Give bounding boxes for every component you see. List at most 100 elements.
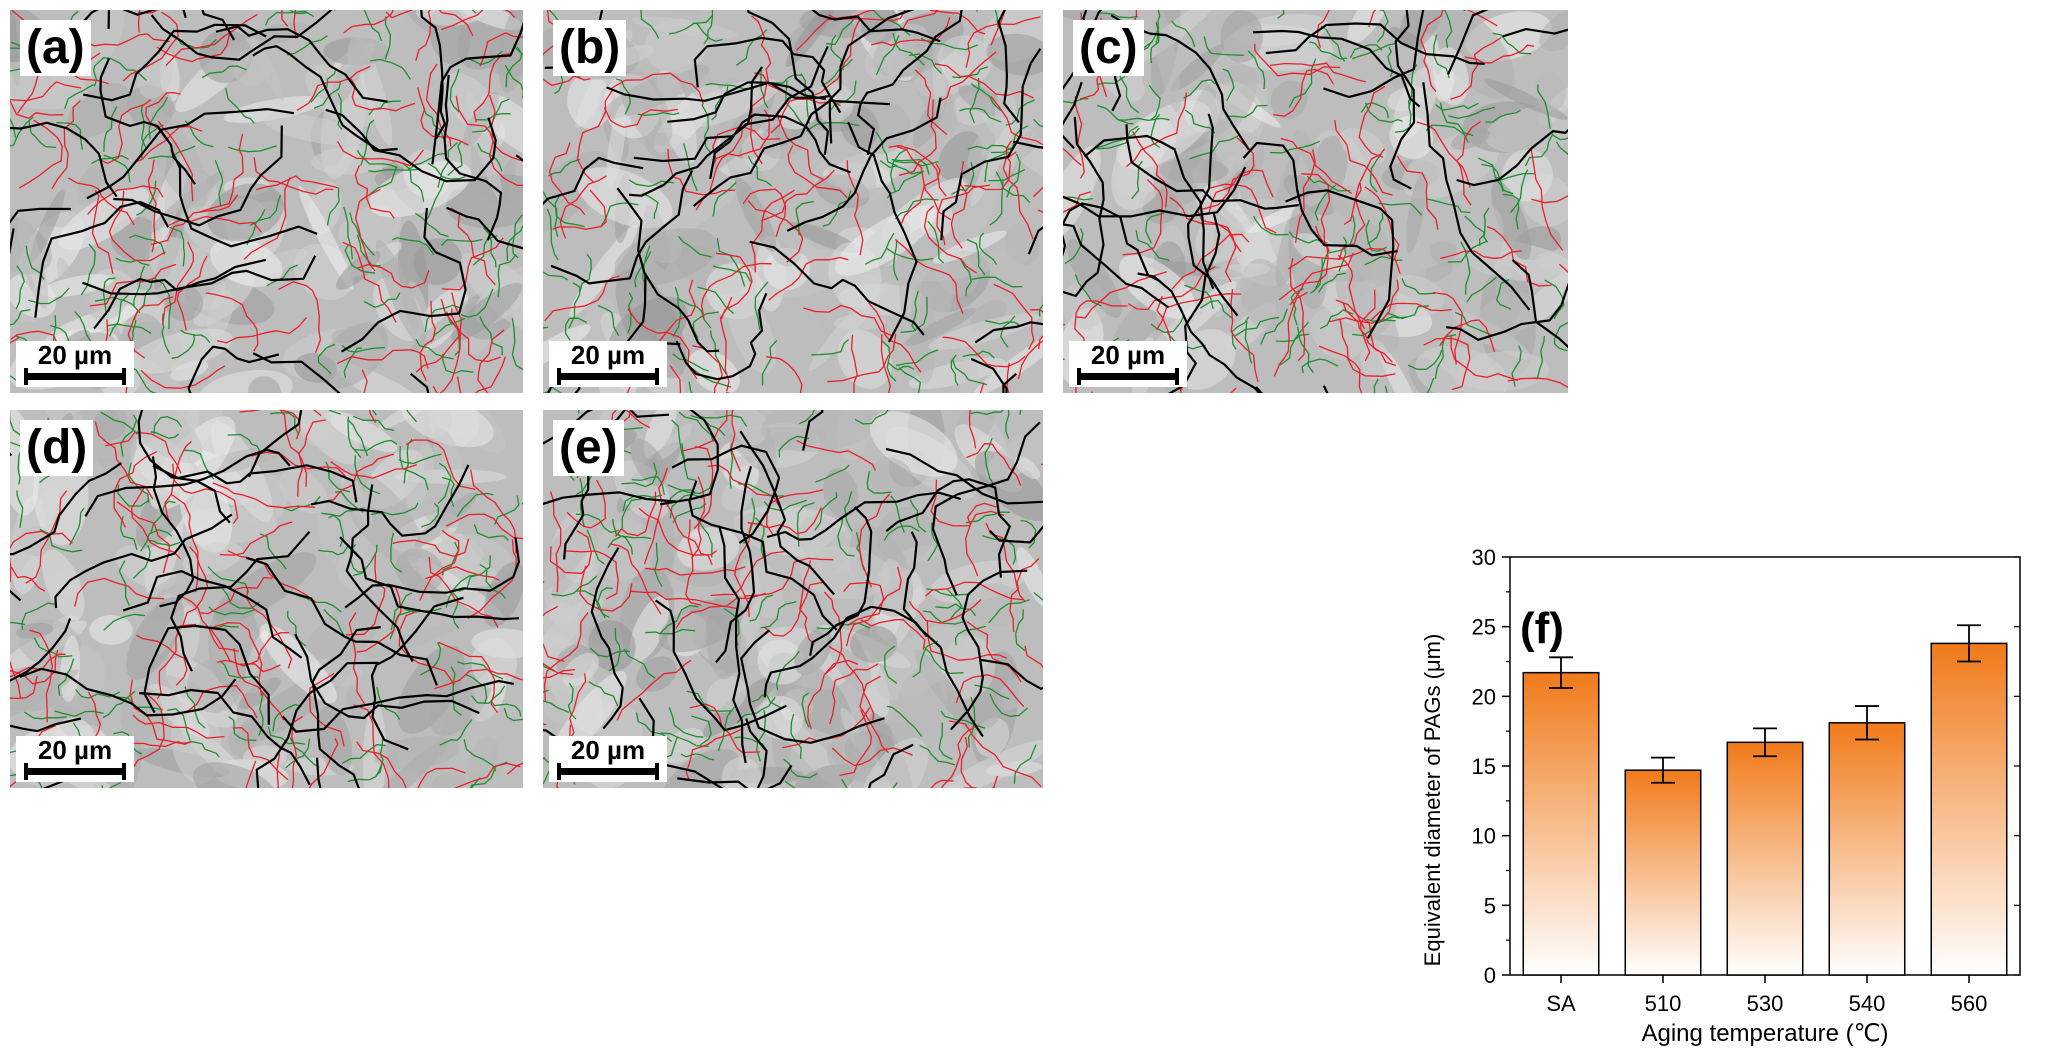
grain-boundary (110, 57, 147, 81)
grain-boundary (424, 304, 461, 333)
grain-boundary (1013, 744, 1037, 784)
grain-boundary (450, 207, 496, 286)
grain-boundary (886, 705, 923, 737)
grain-boundary (297, 419, 326, 497)
grain-boundary (660, 732, 709, 748)
grain-shade (165, 285, 204, 322)
grain-boundary (1495, 278, 1512, 310)
grain-boundary (1252, 29, 1421, 108)
grain-boundary (129, 234, 166, 255)
grain-boundary (894, 198, 939, 220)
grain-shade (1389, 116, 1434, 159)
grain-boundary (1155, 10, 1161, 46)
grain-boundary (693, 36, 833, 100)
grain-shade (299, 599, 382, 677)
grain-shade (263, 113, 367, 146)
grain-boundary (228, 716, 257, 741)
grain-boundary (962, 350, 995, 359)
grain-boundary (372, 410, 377, 416)
grain-boundary (1530, 149, 1564, 251)
grain-shade (466, 737, 500, 786)
grain-shade (211, 619, 272, 694)
grain-boundary (167, 708, 191, 741)
grain-boundary (586, 529, 605, 565)
grain-boundary (766, 356, 803, 393)
grain-boundary (1349, 44, 1383, 59)
grain-boundary (940, 724, 979, 788)
grain-boundary (1000, 315, 1016, 348)
grain-boundary (296, 594, 342, 613)
grain-shade (17, 216, 49, 309)
grain-boundary (272, 703, 302, 732)
grain-boundary (629, 66, 764, 197)
grain-boundary (940, 48, 1042, 241)
bar-SA (1522, 671, 1600, 976)
grain-boundary (710, 550, 785, 597)
grain-boundary (627, 292, 634, 334)
grain-boundary (950, 569, 1028, 731)
grain-boundary (294, 633, 480, 720)
grain-boundary (1466, 276, 1497, 303)
micrograph-panel-c: (c) 20 µm (1063, 10, 1568, 393)
grain-shade (1390, 27, 1424, 50)
grain-boundary (1485, 109, 1521, 123)
grain-shade (294, 410, 332, 447)
grain-shade (429, 661, 494, 736)
grain-boundary (712, 181, 737, 217)
grain-boundary (343, 10, 394, 34)
grain-boundary (490, 700, 522, 717)
grain-boundary (837, 518, 855, 557)
grain-boundary (1338, 236, 1348, 272)
grain-shade (896, 546, 942, 563)
grain-boundary (1386, 305, 1429, 320)
grain-shade (89, 615, 133, 645)
grain-boundary (184, 686, 206, 729)
grain-boundary (1280, 137, 1353, 195)
grain-boundary (864, 232, 895, 265)
grain-boundary (875, 34, 900, 76)
grain-boundary (164, 441, 192, 525)
grain-boundary (783, 758, 818, 779)
grain-boundary (252, 45, 398, 152)
grain-boundary (56, 122, 84, 150)
scale-bar-a: 20 µm (16, 341, 134, 387)
grain-boundary (1376, 10, 1389, 43)
grain-boundary (1063, 166, 1247, 218)
grain-boundary (1063, 81, 1083, 126)
grain-boundary (625, 410, 651, 429)
grain-boundary (543, 580, 565, 663)
y-tick-label: 30 (1472, 545, 1496, 570)
grain-boundary (432, 356, 506, 393)
grain-shade (298, 186, 354, 290)
x-tick-label-SA: SA (1546, 991, 1576, 1016)
grain-boundary (153, 415, 183, 434)
grain-shade (973, 327, 1043, 393)
grain-boundary (1334, 119, 1393, 196)
grain-boundary (10, 618, 72, 682)
grain-boundary (716, 237, 746, 287)
grain-boundary (766, 491, 962, 541)
grain-boundary (170, 149, 318, 248)
grain-shade (317, 705, 353, 776)
grain-boundary (1525, 133, 1554, 167)
y-tick-label: 5 (1484, 893, 1496, 918)
grain-shade (952, 176, 998, 242)
grain-boundary (10, 207, 71, 224)
grain-boundary (91, 189, 114, 274)
grain-boundary (715, 109, 770, 160)
grain-shade (326, 411, 398, 453)
grain-boundary (703, 10, 714, 45)
grain-boundary (1272, 68, 1334, 117)
grain-boundary (746, 10, 829, 156)
grain-boundary (150, 10, 333, 61)
grain-boundary (137, 410, 231, 524)
grain-shade (1415, 345, 1509, 393)
grain-boundary (751, 189, 795, 273)
grain-boundary (201, 10, 236, 41)
grain-boundary (634, 251, 652, 288)
grain-boundary (356, 149, 398, 169)
grain-boundary (140, 529, 173, 552)
grain-boundary (1502, 193, 1520, 230)
grain-boundary (1351, 42, 1398, 60)
grain-boundary (390, 532, 403, 573)
